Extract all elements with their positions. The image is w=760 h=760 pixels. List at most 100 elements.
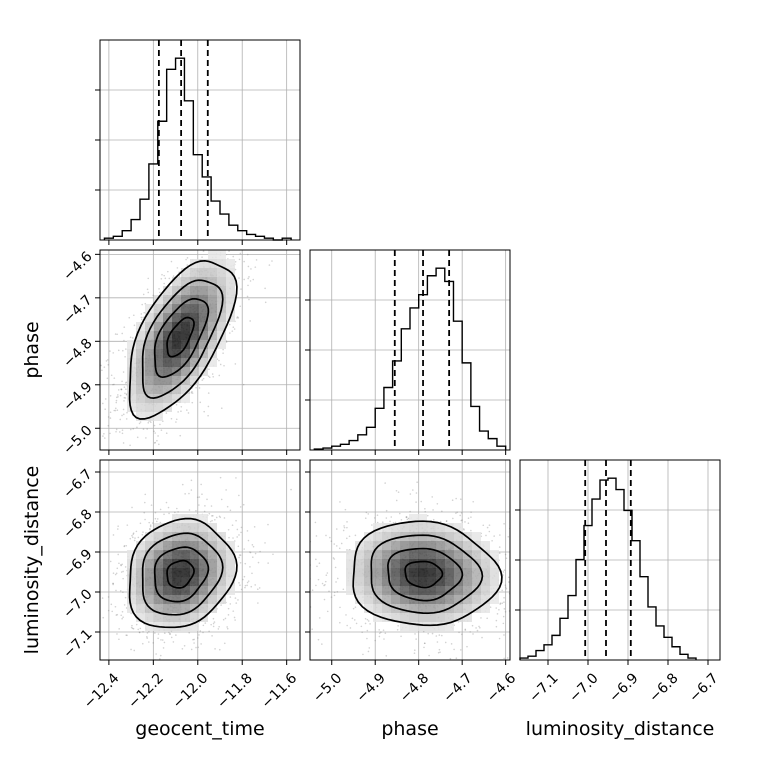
sample-point xyxy=(247,265,250,268)
sample-point xyxy=(122,371,125,373)
sample-point xyxy=(503,608,506,610)
density-cell xyxy=(163,331,172,340)
sample-point xyxy=(333,558,336,560)
sample-point xyxy=(360,625,363,628)
sample-point xyxy=(254,552,257,555)
density-cell xyxy=(190,532,199,541)
sample-point xyxy=(138,631,141,634)
density-cell xyxy=(400,577,409,586)
density-cell xyxy=(145,412,154,421)
sample-point xyxy=(367,650,370,653)
sample-point xyxy=(498,546,501,548)
sample-point xyxy=(461,519,463,521)
contour-line xyxy=(166,316,195,358)
sample-point xyxy=(158,288,160,290)
density-cell xyxy=(190,577,199,586)
sample-point xyxy=(502,571,505,573)
sample-point xyxy=(125,634,128,636)
sample-point xyxy=(120,388,123,391)
sample-point xyxy=(119,418,122,421)
sample-point xyxy=(488,530,491,533)
density-cell xyxy=(208,595,217,604)
sample-point xyxy=(178,275,181,277)
sample-point xyxy=(220,498,223,501)
sample-point xyxy=(163,641,166,644)
sample-point xyxy=(271,260,273,262)
sample-point xyxy=(121,380,123,383)
sample-point xyxy=(218,648,221,651)
sample-point xyxy=(352,607,355,610)
sample-point xyxy=(254,266,257,268)
sample-point xyxy=(132,533,135,536)
sample-point xyxy=(144,493,147,496)
sample-point xyxy=(124,397,127,399)
sample-point xyxy=(175,421,177,423)
density-cell xyxy=(199,586,208,595)
density-cell xyxy=(217,322,226,331)
sample-point xyxy=(222,352,224,354)
sample-point xyxy=(346,526,348,529)
density-cell xyxy=(145,622,154,631)
sample-point xyxy=(366,629,369,632)
sample-point xyxy=(385,655,388,657)
sample-point xyxy=(423,642,426,645)
sample-point xyxy=(489,606,492,608)
sample-point xyxy=(130,626,133,629)
density-cell xyxy=(145,550,154,559)
sample-point xyxy=(105,360,108,362)
density-cell xyxy=(190,313,199,322)
density-cell xyxy=(382,577,391,586)
density-cell xyxy=(373,595,382,604)
sample-point xyxy=(330,596,333,598)
sample-point xyxy=(204,505,206,507)
density-cell xyxy=(172,541,181,550)
sample-point xyxy=(460,519,463,522)
sample-point xyxy=(365,511,368,514)
sample-point xyxy=(400,519,403,521)
density-cell xyxy=(154,568,163,577)
density-cell xyxy=(181,322,190,331)
sample-point xyxy=(503,522,505,525)
sample-point xyxy=(231,524,234,527)
sample-point xyxy=(422,630,425,633)
density-cell xyxy=(355,595,364,604)
sample-point xyxy=(120,388,123,390)
sample-point xyxy=(412,489,414,491)
density-cell xyxy=(127,367,136,376)
density-cell xyxy=(154,604,163,613)
sample-point xyxy=(102,402,104,405)
sample-point xyxy=(195,646,197,649)
sample-point xyxy=(180,406,183,408)
density-cell xyxy=(145,331,154,340)
density-cell xyxy=(127,550,136,559)
density-cell xyxy=(145,595,154,604)
sample-point xyxy=(368,647,371,649)
density-cell xyxy=(190,340,199,349)
density-cell xyxy=(199,331,208,340)
sample-point xyxy=(185,258,187,261)
density-cell xyxy=(145,394,154,403)
sample-point xyxy=(232,537,234,539)
density-cell xyxy=(346,577,355,586)
sample-point xyxy=(409,510,411,513)
sample-point xyxy=(239,554,242,556)
density-cell xyxy=(217,559,226,568)
density-cell xyxy=(127,385,136,394)
sample-point xyxy=(476,629,479,632)
sample-point xyxy=(467,522,470,525)
density-cell xyxy=(190,595,199,604)
sample-point xyxy=(124,596,127,599)
sample-point xyxy=(162,647,165,649)
sample-point xyxy=(250,585,253,588)
density-cell xyxy=(181,586,190,595)
sample-point xyxy=(239,506,242,508)
sample-point xyxy=(126,634,128,637)
density-cell xyxy=(346,568,355,577)
sample-point xyxy=(385,509,388,512)
sample-point xyxy=(121,610,124,613)
density-cell xyxy=(172,358,181,367)
density-cell xyxy=(400,541,409,550)
sample-point xyxy=(103,432,105,435)
sample-point xyxy=(137,536,140,539)
density-cell xyxy=(400,604,409,613)
